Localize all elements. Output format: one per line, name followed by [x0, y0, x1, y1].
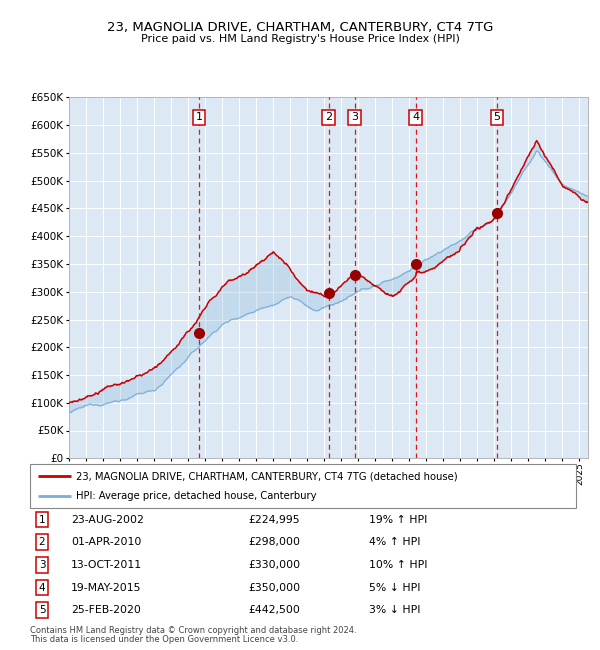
- Text: £224,995: £224,995: [248, 515, 300, 525]
- Text: 2: 2: [325, 112, 332, 122]
- Text: 10% ↑ HPI: 10% ↑ HPI: [368, 560, 427, 570]
- Text: 13-OCT-2011: 13-OCT-2011: [71, 560, 142, 570]
- Text: 1: 1: [196, 112, 203, 122]
- Text: 5: 5: [38, 605, 46, 615]
- Text: 4: 4: [412, 112, 419, 122]
- Text: This data is licensed under the Open Government Licence v3.0.: This data is licensed under the Open Gov…: [30, 635, 298, 644]
- Text: 23-AUG-2002: 23-AUG-2002: [71, 515, 144, 525]
- Text: £330,000: £330,000: [248, 560, 301, 570]
- Text: £350,000: £350,000: [248, 582, 301, 593]
- Text: 23, MAGNOLIA DRIVE, CHARTHAM, CANTERBURY, CT4 7TG: 23, MAGNOLIA DRIVE, CHARTHAM, CANTERBURY…: [107, 21, 493, 34]
- Text: 4: 4: [38, 582, 46, 593]
- Text: 4% ↑ HPI: 4% ↑ HPI: [368, 538, 420, 547]
- Text: 3% ↓ HPI: 3% ↓ HPI: [368, 605, 420, 615]
- Text: 01-APR-2010: 01-APR-2010: [71, 538, 142, 547]
- Text: Contains HM Land Registry data © Crown copyright and database right 2024.: Contains HM Land Registry data © Crown c…: [30, 626, 356, 634]
- Text: 5: 5: [493, 112, 500, 122]
- Text: £298,000: £298,000: [248, 538, 301, 547]
- Text: Price paid vs. HM Land Registry's House Price Index (HPI): Price paid vs. HM Land Registry's House …: [140, 34, 460, 44]
- Text: 3: 3: [351, 112, 358, 122]
- Text: 5% ↓ HPI: 5% ↓ HPI: [368, 582, 420, 593]
- Text: 19% ↑ HPI: 19% ↑ HPI: [368, 515, 427, 525]
- Text: 25-FEB-2020: 25-FEB-2020: [71, 605, 141, 615]
- Text: 2: 2: [38, 538, 46, 547]
- Text: 23, MAGNOLIA DRIVE, CHARTHAM, CANTERBURY, CT4 7TG (detached house): 23, MAGNOLIA DRIVE, CHARTHAM, CANTERBURY…: [76, 471, 458, 481]
- Text: HPI: Average price, detached house, Canterbury: HPI: Average price, detached house, Cant…: [76, 491, 317, 501]
- Text: 1: 1: [38, 515, 46, 525]
- Text: 19-MAY-2015: 19-MAY-2015: [71, 582, 142, 593]
- Text: 3: 3: [38, 560, 46, 570]
- Text: £442,500: £442,500: [248, 605, 300, 615]
